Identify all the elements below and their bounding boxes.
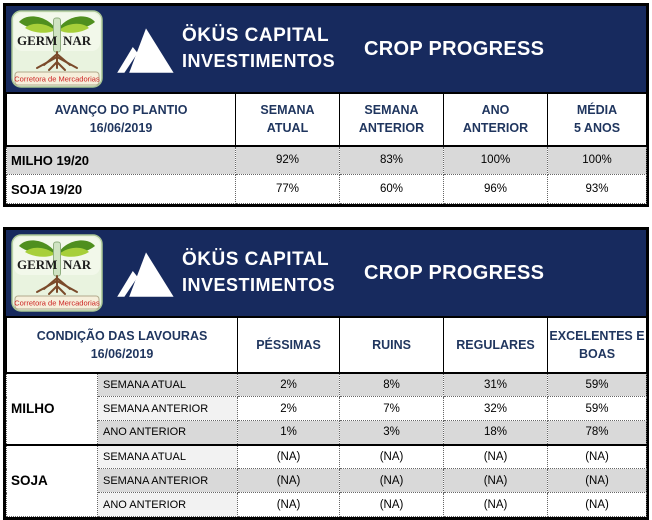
table1-title-line2: 16/06/2019	[89, 121, 153, 136]
roots-icon	[36, 275, 78, 295]
value-cell: (NA)	[339, 443, 445, 469]
okus-name-line2: INVESTIMENTOS	[182, 274, 336, 295]
table-row-soja-ano-anterior: ANO ANTERIOR (NA) (NA) (NA) (NA)	[7, 492, 648, 517]
brand-band: GERM NAR Corretora de Mercadorias ÖKÜS C…	[6, 6, 646, 93]
value-cell: (NA)	[339, 468, 445, 493]
germinar-wordmark-left: GERM	[17, 33, 57, 48]
value-cell: 83%	[339, 145, 444, 175]
row-label: SOJA 19/20	[6, 174, 236, 204]
row-sublabel: SEMANA ATUAL	[96, 443, 239, 469]
table1-header-row: AVANÇO DO PLANTIO 16/06/2019 SEMANA ATUA…	[6, 93, 647, 147]
table2-title-cell: CONDIÇÃO DAS LAVOURAS 16/06/2019	[5, 317, 239, 374]
value-cell: (NA)	[547, 443, 648, 469]
value-cell: 2%	[237, 396, 341, 421]
table1-title-cell: AVANÇO DO PLANTIO 16/06/2019	[6, 93, 236, 147]
value-cell: 93%	[547, 174, 647, 204]
value-cell: 1%	[237, 420, 341, 445]
value-cell: 2%	[237, 372, 341, 397]
germinar-subtitle: Corretora de Mercadorias	[14, 299, 100, 308]
value-cell: (NA)	[443, 443, 549, 469]
value-cell: (NA)	[237, 468, 341, 493]
planting-progress-panel: GERM NAR Corretora de Mercadorias ÖKÜS C…	[3, 3, 649, 207]
row-sublabel: SEMANA ANTERIOR	[96, 396, 239, 421]
brand-band: GERM NAR Corretora de Mercadorias ÖKÜS C…	[6, 230, 646, 317]
okus-triangle-icon	[117, 28, 174, 73]
value-cell: (NA)	[443, 468, 549, 493]
okus-wordmark: ÖKÜS CAPITAL INVESTIMENTOS	[182, 247, 335, 297]
value-cell: 60%	[339, 174, 444, 204]
table-row-soja-semana-anterior: SEMANA ANTERIOR (NA) (NA) (NA) (NA)	[7, 468, 648, 493]
value-cell: (NA)	[339, 492, 445, 517]
row-sublabel: ANO ANTERIOR	[96, 420, 239, 445]
value-cell: (NA)	[237, 492, 341, 517]
row-label: MILHO 19/20	[6, 145, 236, 175]
col-header-ano-anterior: ANO ANTERIOR	[443, 93, 548, 147]
crop-condition-panel: GERM NAR Corretora de Mercadorias ÖKÜS C…	[3, 227, 649, 520]
table1-title-line1: AVANÇO DO PLANTIO	[54, 103, 188, 118]
value-cell: (NA)	[443, 492, 549, 517]
value-cell: 78%	[547, 420, 648, 445]
table-row-milho: MILHO 19/20 92% 83% 100% 100%	[6, 145, 647, 175]
germinar-logo: GERM NAR Corretora de Mercadorias	[11, 234, 103, 312]
value-cell: 92%	[235, 145, 340, 175]
germinar-wordmark-right: NAR	[63, 257, 92, 272]
okus-name-line1: ÖKÜS CAPITAL	[182, 25, 330, 46]
value-cell: 100%	[547, 145, 647, 175]
col-header-media-5-anos: MÉDIA 5 ANOS	[547, 93, 647, 147]
col-header-pessimas: PÉSSIMAS	[237, 317, 341, 374]
value-cell: 7%	[339, 396, 445, 421]
value-cell: 59%	[547, 372, 648, 397]
value-cell: (NA)	[237, 443, 341, 469]
value-cell: 32%	[443, 396, 549, 421]
col-header-ruins: RUINS	[339, 317, 445, 374]
value-cell: (NA)	[547, 468, 648, 493]
col-header-semana-anterior: SEMANA ANTERIOR	[339, 93, 444, 147]
col-header-semana-atual: SEMANA ATUAL	[235, 93, 340, 147]
table-row-milho-semana-anterior: SEMANA ANTERIOR 2% 7% 32% 59%	[7, 396, 648, 421]
col-header-regulares: REGULARES	[443, 317, 549, 374]
okus-wordmark: ÖKÜS CAPITAL INVESTIMENTOS	[182, 23, 335, 73]
group-label-soja: SOJA	[6, 443, 98, 517]
table2-title-line1: CONDIÇÃO DAS LAVOURAS	[36, 328, 208, 343]
germinar-logo: GERM NAR Corretora de Mercadorias	[11, 10, 103, 88]
planting-progress-table: AVANÇO DO PLANTIO 16/06/2019 SEMANA ATUA…	[6, 93, 647, 204]
table-row-milho-ano-anterior: ANO ANTERIOR 1% 3% 18% 78%	[7, 420, 648, 445]
row-sublabel: ANO ANTERIOR	[96, 492, 239, 517]
value-cell: 8%	[339, 372, 445, 397]
table-row-soja-semana-atual: SOJA SEMANA ATUAL (NA) (NA) (NA) (NA)	[6, 443, 648, 517]
group-label-milho: MILHO	[6, 372, 98, 445]
okus-triangle-icon	[117, 252, 174, 297]
table2-title-line2: 16/06/2019	[90, 346, 154, 361]
crop-progress-title: CROP PROGRESS	[364, 37, 545, 60]
germinar-wordmark-left: GERM	[17, 257, 57, 272]
value-cell: (NA)	[547, 492, 648, 517]
value-cell: 100%	[443, 145, 548, 175]
row-sublabel: SEMANA ATUAL	[96, 372, 239, 397]
table-row-soja: SOJA 19/20 77% 60% 96% 93%	[6, 174, 647, 204]
germinar-wordmark-right: NAR	[63, 33, 92, 48]
value-cell: 96%	[443, 174, 548, 204]
value-cell: 3%	[339, 420, 445, 445]
crop-condition-table: CONDIÇÃO DAS LAVOURAS 16/06/2019 PÉSSIMA…	[5, 317, 648, 517]
germinar-subtitle: Corretora de Mercadorias	[14, 75, 100, 84]
value-cell: 59%	[547, 396, 648, 421]
value-cell: 77%	[235, 174, 340, 204]
table2-header-row: CONDIÇÃO DAS LAVOURAS 16/06/2019 PÉSSIMA…	[5, 317, 648, 374]
okus-name-line2: INVESTIMENTOS	[182, 50, 336, 71]
okus-name-line1: ÖKÜS CAPITAL	[182, 249, 330, 270]
row-sublabel: SEMANA ANTERIOR	[96, 468, 239, 493]
value-cell: 18%	[443, 420, 549, 445]
col-header-excelentes-boas: EXCELENTES E BOAS	[547, 317, 648, 374]
crop-progress-title: CROP PROGRESS	[364, 261, 545, 284]
value-cell: 31%	[443, 372, 549, 397]
table-row-milho-semana-atual: MILHO SEMANA ATUAL 2% 8% 31% 59%	[6, 372, 648, 445]
roots-icon	[36, 51, 78, 71]
